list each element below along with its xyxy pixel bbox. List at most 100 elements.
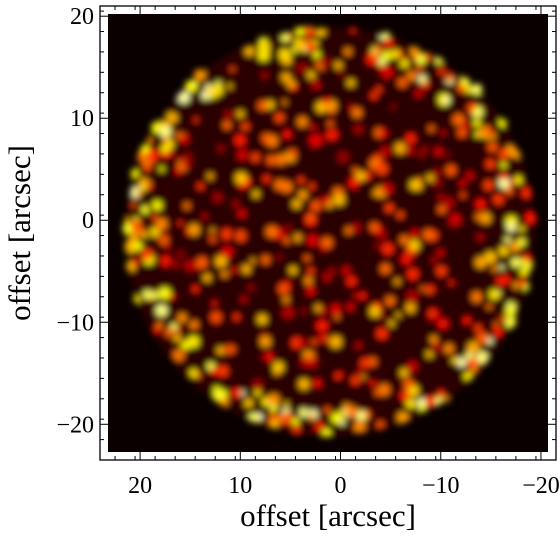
speckle (307, 267, 315, 275)
y-tick-label: 0 (82, 208, 94, 234)
speckle (183, 202, 191, 210)
speckle (390, 51, 397, 58)
speckle (334, 61, 343, 70)
speckle (385, 296, 395, 306)
speckle (192, 81, 198, 87)
speckle (484, 251, 497, 264)
speckle (281, 99, 288, 105)
speckle (353, 293, 359, 299)
speckle (244, 398, 253, 408)
speckle (203, 273, 212, 282)
speckle (217, 145, 224, 152)
speckle (241, 122, 250, 131)
speckle (235, 230, 247, 242)
speckle (320, 245, 327, 252)
speckle (232, 200, 240, 208)
speckle (489, 289, 500, 300)
speckle (133, 241, 143, 251)
speckle (324, 406, 331, 414)
speckle (444, 343, 454, 354)
speckle (356, 410, 367, 421)
speckle (474, 131, 480, 138)
speckle (379, 313, 385, 319)
speckle (323, 98, 331, 106)
speckle (379, 129, 388, 137)
speckle (342, 403, 350, 410)
speckle (510, 241, 521, 253)
speckle (140, 144, 150, 154)
speckle (175, 168, 181, 175)
speckle (498, 246, 509, 256)
speckle (283, 402, 289, 408)
speckle (486, 303, 493, 310)
speckle (305, 350, 315, 360)
speckle (369, 380, 376, 387)
speckle (196, 256, 208, 269)
speckle (197, 182, 205, 190)
speckle (155, 217, 168, 230)
speckle (493, 194, 504, 205)
speckle (375, 162, 388, 175)
speckle (284, 224, 293, 232)
speckle (434, 397, 442, 405)
speckle (272, 361, 284, 373)
speckle (519, 267, 529, 276)
speckle (189, 368, 198, 378)
speckle (234, 134, 246, 146)
speckle (229, 66, 236, 72)
speckle (457, 127, 467, 138)
speckle (261, 255, 271, 265)
speckle (425, 288, 432, 294)
speckle (201, 213, 208, 221)
speckle (498, 118, 508, 128)
speckle (158, 166, 165, 172)
speckle (369, 306, 380, 317)
speckle (193, 117, 199, 123)
speckle (151, 214, 158, 221)
speckle (299, 408, 308, 418)
speckle (448, 280, 454, 286)
speckle (266, 135, 278, 147)
speckle (158, 235, 169, 246)
speckle (272, 422, 278, 428)
speckle (360, 374, 366, 380)
speckle (240, 390, 246, 396)
speckle (250, 258, 256, 264)
speckle (282, 306, 294, 319)
speckle (499, 264, 505, 271)
speckle (291, 417, 300, 426)
speckle (151, 121, 162, 133)
speckle (375, 86, 383, 93)
speckle (350, 27, 356, 33)
speckle (313, 50, 321, 59)
speckle (348, 104, 354, 111)
speckle (170, 323, 178, 331)
speckle (491, 265, 498, 272)
speckle (298, 378, 310, 390)
speckle (241, 264, 251, 274)
speckle (280, 412, 293, 425)
speckle (355, 171, 366, 181)
speckle (520, 259, 528, 267)
speckle (142, 290, 153, 300)
speckle (322, 428, 331, 438)
speckle (260, 336, 271, 347)
speckle (357, 368, 363, 374)
speckle (265, 225, 278, 238)
speckle (359, 292, 367, 300)
x-tick-label: 20 (128, 473, 152, 499)
speckle (374, 46, 382, 54)
speckle (316, 320, 329, 332)
speckle (295, 26, 305, 36)
speckle (178, 91, 190, 104)
speckle (220, 270, 229, 278)
speckle (346, 303, 355, 311)
speckle (406, 70, 417, 81)
speckle (394, 142, 406, 154)
speckle (364, 174, 370, 180)
speckle (177, 313, 187, 323)
x-tick-label: −20 (522, 473, 560, 499)
speckle (216, 346, 225, 355)
speckle (291, 47, 298, 54)
